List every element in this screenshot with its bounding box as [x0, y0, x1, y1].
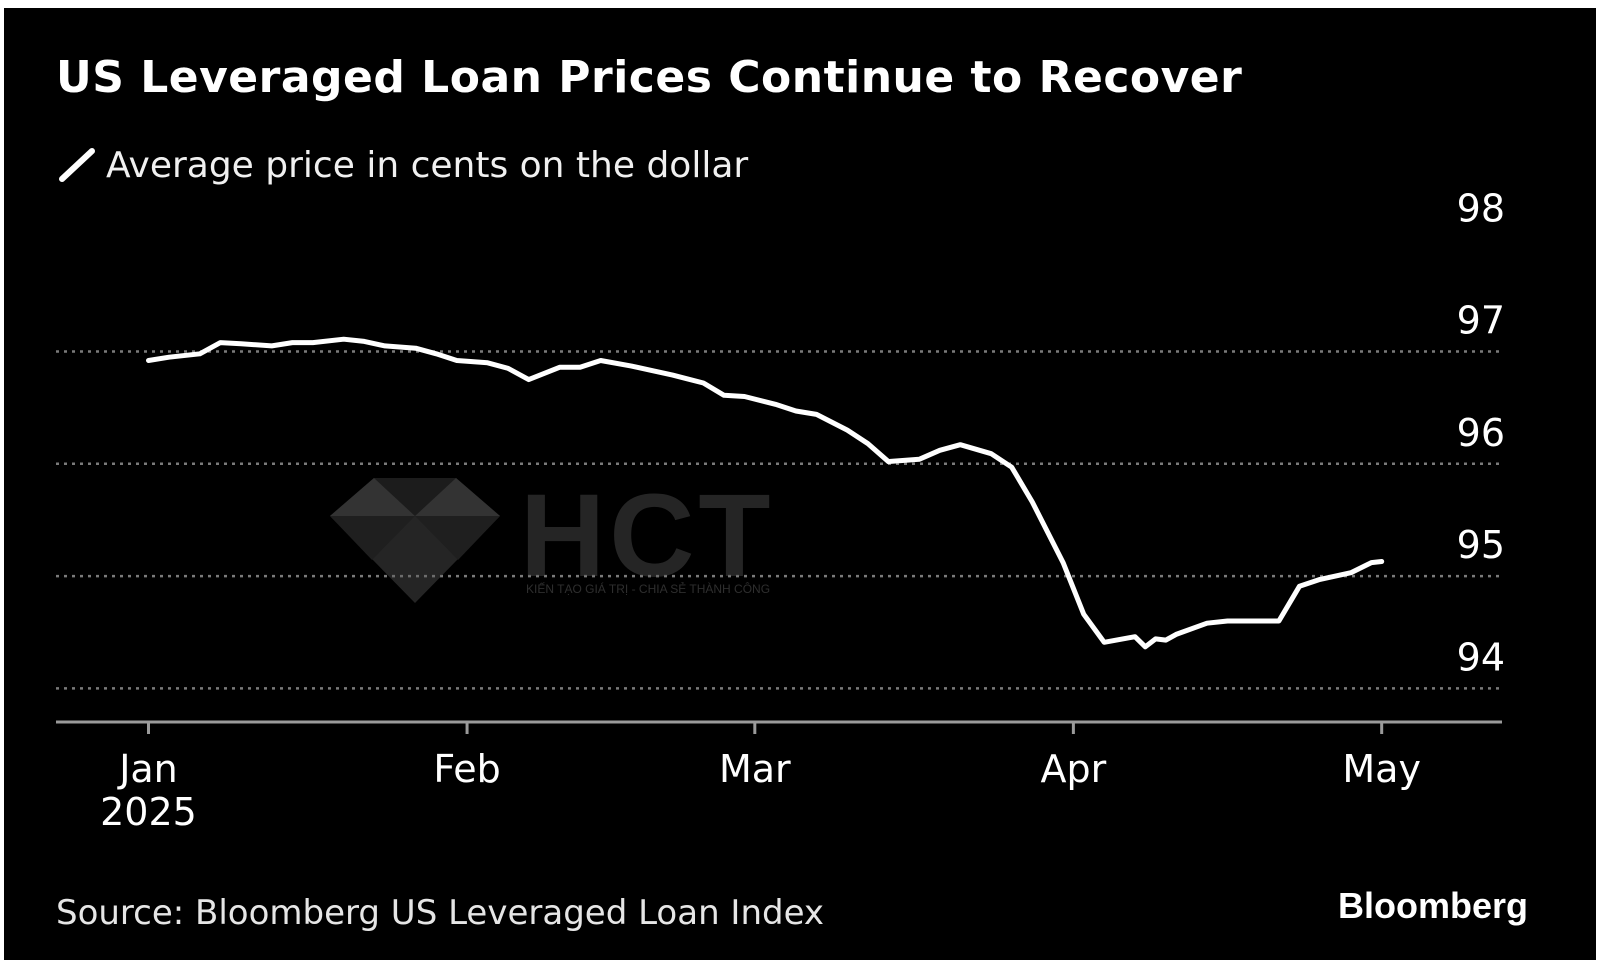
y-tick-label: 95 — [1457, 523, 1505, 567]
x-tick-sublabel: 2025 — [100, 790, 197, 834]
watermark-tagline: KIẾN TẠO GIÁ TRỊ - CHIA SẺ THÀNH CÔNG — [526, 582, 771, 596]
legend-line-icon — [59, 148, 95, 182]
source-note: Source: Bloomberg US Leveraged Loan Inde… — [56, 893, 825, 933]
diamond-logo-icon — [330, 478, 500, 603]
series-line — [146, 336, 1385, 650]
watermark-text: HCT — [520, 470, 775, 602]
brand-logo: Bloomberg — [1337, 885, 1528, 926]
chart-title: US Leveraged Loan Prices Continue to Rec… — [56, 52, 1243, 103]
y-tick-label: 94 — [1457, 635, 1505, 679]
x-tick-label: May — [1342, 747, 1421, 791]
chart-panel — [4, 8, 1596, 960]
y-tick-label: 98 — [1457, 186, 1505, 230]
x-tick-label: Apr — [1041, 747, 1107, 791]
x-tick-label: Jan — [117, 747, 178, 791]
x-tick-label: Feb — [433, 747, 500, 791]
y-tick-label: 96 — [1457, 411, 1505, 455]
x-tick-label: Mar — [719, 747, 791, 791]
y-tick-label: 97 — [1457, 299, 1505, 343]
legend: Average price in cents on the dollar — [58, 143, 748, 187]
watermark: HCT KIẾN TẠO GIÁ TRỊ - CHIA SẺ THÀNH CÔN… — [330, 470, 771, 607]
legend-label: Average price in cents on the dollar — [106, 144, 749, 186]
